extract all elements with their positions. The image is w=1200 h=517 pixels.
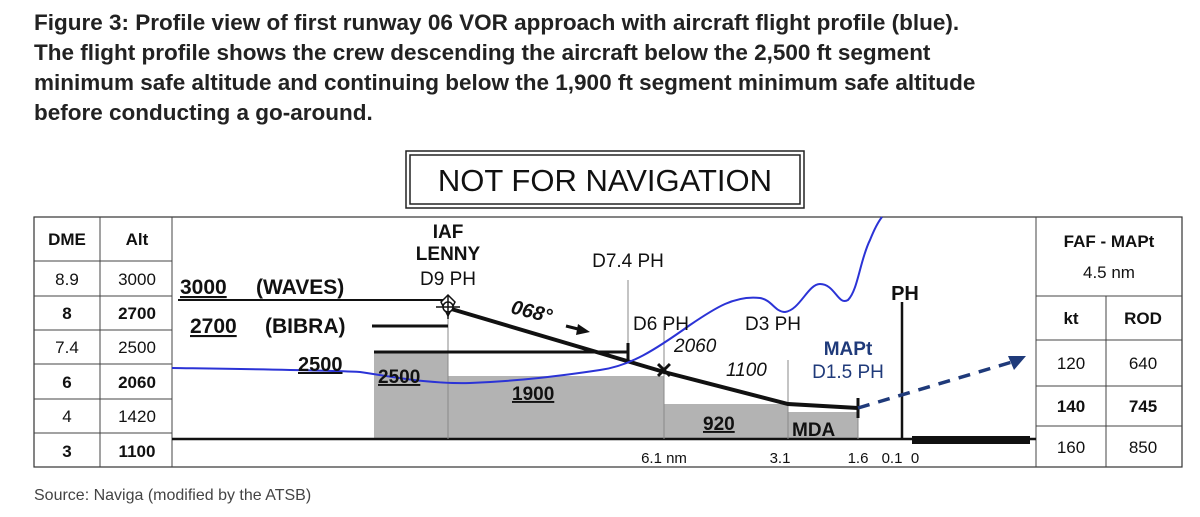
mda-label: MDA [792, 420, 836, 441]
fix-d74-label: D7.4 PH [592, 251, 664, 272]
alt-header: Alt [126, 230, 149, 249]
mapt-label: MAPt [824, 339, 873, 360]
alt-2060-label: 2060 [673, 336, 717, 357]
runway [912, 436, 1030, 444]
msa-920-label: 920 [703, 414, 735, 435]
rod-header: ROD [1124, 309, 1162, 328]
stamp-inner-border [409, 154, 801, 205]
dme-cell: 8.9 [55, 270, 79, 289]
chart-frame [33, 216, 1183, 468]
stamp-box [405, 150, 805, 209]
course-label: 068° [509, 297, 555, 329]
alt-3000-value: 3000 [180, 276, 227, 299]
alt-cell: 2700 [118, 304, 156, 323]
caption-line: minimum safe altitude and continuing bel… [34, 70, 976, 95]
msa-2500-label: 2500 [378, 367, 420, 388]
ph-vor-label: PH [891, 283, 919, 305]
fix-lines [447, 280, 859, 439]
alt-2700-name: (BIBRA) [265, 315, 345, 338]
dme-cell: 8 [62, 304, 71, 323]
rod-cell: 850 [1129, 438, 1157, 457]
missed-approach-line [857, 360, 1013, 410]
dist-31-label: 3.1 [770, 450, 791, 467]
missed-approach-arrow-icon [1008, 356, 1026, 370]
mapt-dme-label: D1.5 PH [812, 362, 884, 383]
rate-subheader: 4.5 nm [1083, 263, 1135, 282]
iaf-label: IAF [433, 222, 464, 243]
dme-cell: 3 [62, 442, 71, 461]
course-arrow-icon [565, 324, 590, 335]
iaf-fix-icon [436, 293, 460, 319]
alt-cell: 1420 [118, 407, 156, 426]
iaf-dme-label: D9 PH [420, 269, 476, 290]
dme-cell: 4 [62, 407, 71, 426]
kt-cell: 120 [1057, 354, 1085, 373]
alt-cell: 2500 [118, 338, 156, 357]
iaf-name-label: LENNY [416, 244, 481, 265]
dist-16-label: 1.6 [848, 450, 869, 467]
alt-cell: 2060 [118, 373, 156, 392]
kt-cell: 140 [1057, 397, 1085, 416]
alt-cell: 1100 [119, 442, 156, 461]
alt-cell: 3000 [118, 270, 156, 289]
rod-cell: 640 [1129, 354, 1157, 373]
fix-d6-label: D6 PH [633, 314, 689, 335]
kt-cell: 160 [1057, 438, 1085, 457]
caption-line: The flight profile shows the crew descen… [34, 40, 931, 65]
alt-2700-value: 2700 [190, 315, 237, 338]
alt-1100-label: 1100 [726, 360, 767, 381]
stamp-text: NOT FOR NAVIGATION [438, 163, 772, 198]
dist-61-label: 6.1 nm [641, 450, 687, 467]
faf-x-icon: ✕ [655, 358, 673, 383]
caption-line: before conducting a go-around. [34, 100, 373, 125]
dist-01-label: 0.1 [882, 450, 903, 467]
rate-header: FAF - MAPt [1064, 232, 1155, 251]
terrain-segments [374, 353, 858, 439]
msa-1900-label: 1900 [512, 384, 554, 405]
dme-table [34, 217, 173, 467]
flight-profile-line [171, 216, 883, 385]
figure-caption: Figure 3: Profile view of first runway 0… [34, 8, 1184, 128]
fix-d3-label: D3 PH [745, 314, 801, 335]
descent-path [447, 306, 859, 410]
caption-line: Figure 3: Profile view of first runway 0… [34, 10, 960, 35]
rod-cell: 745 [1129, 397, 1157, 416]
rate-table [1035, 217, 1182, 467]
alt-3000-name: (WAVES) [256, 276, 344, 299]
kt-header: kt [1063, 309, 1078, 328]
alt-2500-arrow-label: 2500 [298, 354, 343, 376]
dme-header: DME [48, 230, 86, 249]
dist-0-label: 0 [911, 450, 919, 467]
source-note: Source: Naviga (modified by the ATSB) [34, 487, 312, 504]
dme-cell: 6 [62, 373, 71, 392]
dme-cell: 7.4 [55, 338, 79, 357]
